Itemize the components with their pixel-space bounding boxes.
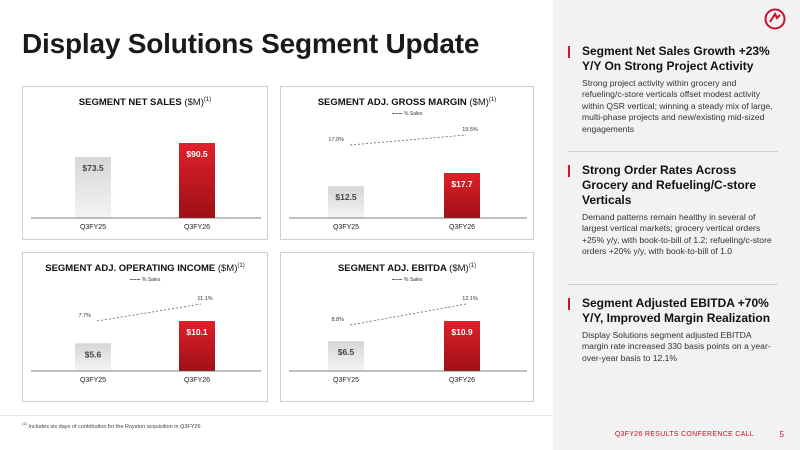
bar-value-label: $10.9 — [451, 327, 473, 337]
pct-sales-line — [96, 303, 202, 322]
bullet-body: Strong project activity within grocery a… — [582, 78, 773, 134]
bar-value-label: $90.5 — [186, 149, 208, 159]
bar-value-label: $10.1 — [186, 327, 208, 337]
bar-q3fy25 — [328, 341, 364, 371]
bar-q3fy26 — [179, 321, 215, 371]
bar-q3fy26 — [444, 321, 480, 371]
legend-label: % Sales — [404, 277, 423, 283]
bar-value-label: $17.7 — [451, 179, 473, 189]
bullet-body: Demand patterns remain healthy in severa… — [582, 212, 772, 257]
chart-title-footnote-marker: (1) — [237, 263, 245, 269]
bar-value-label: $6.5 — [338, 347, 355, 357]
chart-title-unit: ($M) — [217, 263, 238, 275]
bar-q3fy25 — [75, 157, 111, 218]
chart-card-net-sales: SEGMENT NET SALES ($M)(1) $73.5 Q3FY25 $90.… — [22, 86, 268, 240]
chart-title-footnote-marker: (1) — [488, 97, 497, 103]
chart-title-footnote-marker: (1) — [468, 263, 477, 269]
pct-sales-label: 7.7% — [78, 313, 91, 319]
company-logo-icon — [764, 8, 786, 30]
bar-q3fy26 — [179, 143, 215, 218]
chart-title: SEGMENT ADJ. OPERATING INCOME ($M)(1) — [23, 263, 267, 274]
chart-title-text: SEGMENT ADJ. OPERATING INCOME — [45, 263, 218, 275]
legend-label: % Sales — [404, 111, 423, 117]
chart-title-text: SEGMENT ADJ. EBITDA — [337, 263, 450, 275]
bar-value-label: $12.5 — [335, 192, 357, 202]
pct-sales-label: 12.1% — [462, 296, 478, 302]
chart-plot: $73.5 Q3FY25 $90.5 Q3FY26 — [31, 143, 261, 231]
bullet-ebitda: Segment Adjusted EBITDA +70% Y/Y, Improv… — [568, 296, 778, 364]
x-tick-label: Q3FY26 — [184, 377, 210, 384]
bar-q3fy25 — [328, 186, 364, 218]
legend-label: % Sales — [142, 277, 161, 283]
chart-title: SEGMENT ADJ. GROSS MARGIN ($M)(1) — [281, 97, 533, 108]
bullet-heading: Strong Order Rates Across Grocery and Re… — [582, 163, 757, 207]
page-title: Display Solutions Segment Update — [22, 28, 480, 59]
bullet-order-rates: Strong Order Rates Across Grocery and Re… — [568, 163, 778, 258]
bar-q3fy25 — [75, 343, 111, 371]
chart-title-unit: ($M) — [449, 263, 469, 275]
chart-card-gross-margin: SEGMENT ADJ. GROSS MARGIN ($M)(1) % Sales… — [280, 86, 534, 240]
chart-title-footnote-marker: (1) — [203, 97, 212, 103]
legend-dash-icon — [392, 113, 402, 115]
chart-title: SEGMENT NET SALES ($M)(1) — [23, 97, 267, 108]
x-tick-label: Q3FY26 — [449, 224, 475, 231]
bullet-marker — [568, 46, 570, 58]
chart-card-operating-income: SEGMENT ADJ. OPERATING INCOME ($M)(1) % S… — [22, 252, 268, 402]
bullet-heading: Segment Net Sales Growth +23% Y/Y On Str… — [582, 44, 770, 73]
divider — [568, 284, 778, 285]
page-number: 5 — [779, 430, 784, 439]
divider — [568, 151, 778, 152]
chart-title-text: SEGMENT ADJ. GROSS MARGIN — [317, 97, 470, 109]
footnote: (1) Includes six days of contribution fo… — [22, 421, 201, 430]
chart-title: SEGMENT ADJ. EBITDA ($M)(1) — [281, 263, 533, 274]
chart-plot: $12.5 Q3FY25 $17.7 Q3FY26 17.0% 19.5% — [289, 127, 527, 231]
x-tick-label: Q3FY26 — [449, 377, 475, 384]
pct-sales-line — [349, 134, 467, 146]
pct-sales-label: 17.0% — [328, 137, 344, 143]
bar-value-label: $73.5 — [82, 163, 104, 173]
legend-dash-icon — [392, 279, 402, 281]
x-tick-label: Q3FY25 — [80, 224, 106, 231]
legend-dash-icon — [130, 279, 140, 281]
pct-sales-label: 11.1% — [197, 296, 212, 302]
x-tick-label: Q3FY25 — [80, 377, 106, 384]
bar-value-label: $5.6 — [85, 349, 102, 359]
chart-card-ebitda: SEGMENT ADJ. EBITDA ($M)(1) % Sales $6.5 Q3… — [280, 252, 534, 402]
chart-title-text: SEGMENT NET SALES — [78, 97, 185, 109]
bullet-net-sales: Segment Net Sales Growth +23% Y/Y On Str… — [568, 44, 778, 135]
bullet-marker — [568, 298, 570, 310]
x-tick-label: Q3FY26 — [184, 224, 210, 231]
footer-divider — [0, 415, 553, 416]
chart-plot: $6.5 Q3FY25 $10.9 Q3FY26 8.8% 12.1% — [289, 296, 527, 384]
x-tick-label: Q3FY25 — [333, 377, 359, 384]
x-tick-label: Q3FY25 — [333, 224, 359, 231]
chart-plot: $5.6 Q3FY25 $10.1 Q3FY26 7.7% 11.1% — [31, 296, 261, 384]
commentary-panel — [553, 0, 800, 450]
pct-sales-label: 19.5% — [462, 127, 478, 133]
footer-label: Q3FY26 RESULTS CONFERENCE CALL — [614, 431, 754, 438]
chart-legend: % Sales — [392, 111, 422, 117]
chart-legend: % Sales — [392, 277, 422, 283]
bullet-body: Display Solutions segment adjusted EBITD… — [582, 330, 771, 363]
chart-title-unit: ($M) — [184, 97, 204, 109]
bullet-heading: Segment Adjusted EBITDA +70% Y/Y, Improv… — [582, 296, 771, 325]
chart-legend: % Sales — [130, 277, 160, 283]
chart-title-unit: ($M) — [469, 97, 489, 109]
bullet-marker — [568, 165, 570, 177]
bar-q3fy26 — [444, 173, 480, 218]
pct-sales-label: 8.8% — [331, 317, 344, 323]
